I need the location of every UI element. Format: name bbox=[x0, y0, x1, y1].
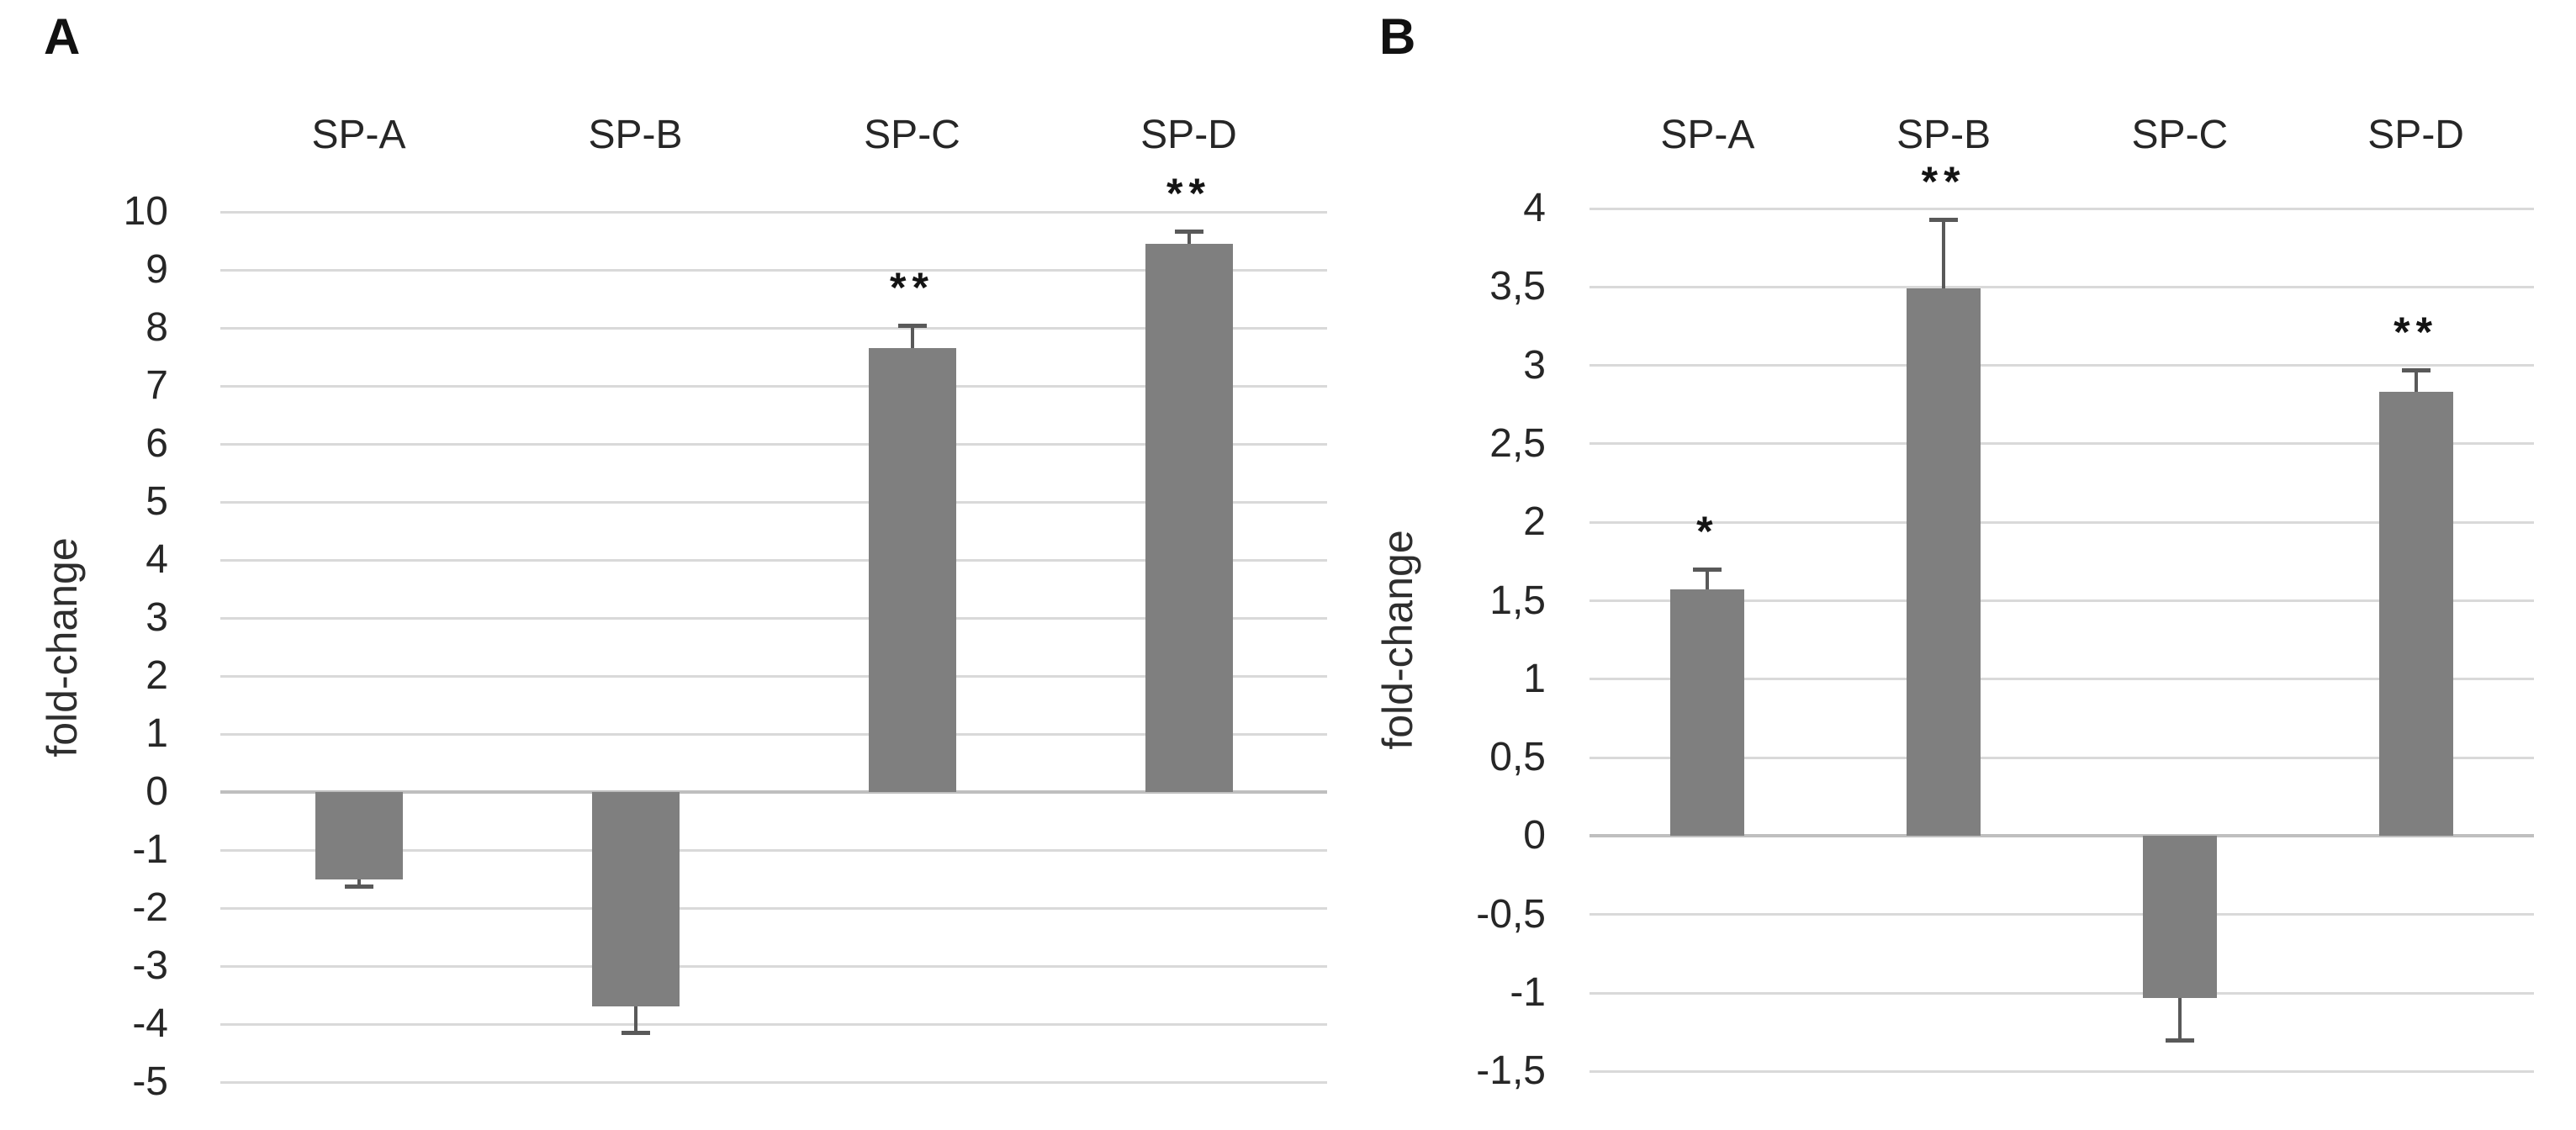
zero-axis-line bbox=[220, 790, 1327, 794]
gridline bbox=[220, 616, 1327, 620]
panel-label-b: B bbox=[1379, 8, 1416, 65]
error-bar-cap bbox=[897, 324, 927, 329]
category-label: SP-C bbox=[2131, 113, 2229, 157]
gridline bbox=[1590, 913, 2534, 916]
error-bar-stem bbox=[910, 325, 914, 349]
gridline bbox=[1590, 991, 2534, 995]
category-label: SP-B bbox=[588, 113, 683, 157]
gridline bbox=[1590, 599, 2534, 602]
y-tick-label: 2 bbox=[145, 653, 168, 698]
significance-marker: ** bbox=[1921, 158, 1966, 206]
category-label: SP-D bbox=[1140, 113, 1237, 157]
gridline bbox=[220, 1080, 1327, 1084]
y-tick-label: 6 bbox=[145, 421, 168, 466]
y-tick-label: 7 bbox=[145, 363, 168, 408]
error-bar-cap bbox=[621, 1031, 650, 1036]
y-tick-label: 5 bbox=[145, 479, 168, 524]
y-tick-label: -1 bbox=[132, 827, 168, 872]
bar bbox=[1145, 243, 1233, 792]
error-bar-stem bbox=[1942, 219, 1946, 289]
significance-marker: ** bbox=[890, 264, 934, 312]
error-bar-cap bbox=[2165, 1038, 2194, 1043]
gridline bbox=[1590, 1069, 2534, 1073]
y-tick-label: 3,5 bbox=[1489, 264, 1546, 309]
zero-axis-line bbox=[1590, 834, 2534, 838]
bar bbox=[315, 792, 403, 879]
y-tick-label: 1,5 bbox=[1489, 578, 1546, 623]
gridline bbox=[220, 674, 1327, 678]
y-tick-label: 10 bbox=[123, 189, 168, 234]
category-label: SP-A bbox=[311, 113, 406, 157]
panel-label-a: A bbox=[44, 8, 81, 65]
gridline bbox=[220, 964, 1327, 968]
category-label: SP-A bbox=[1660, 113, 1755, 157]
gridline bbox=[220, 1022, 1327, 1026]
y-tick-label: 0,5 bbox=[1489, 735, 1546, 780]
y-tick-label: -0,5 bbox=[1476, 891, 1546, 937]
gridline bbox=[1590, 285, 2534, 288]
y-tick-label: 4 bbox=[145, 537, 168, 582]
error-bar-stem bbox=[357, 879, 361, 886]
y-tick-label: 3 bbox=[145, 595, 168, 640]
y-tick-label: -2 bbox=[132, 885, 168, 930]
y-tick-label: -4 bbox=[132, 1001, 168, 1046]
gridline bbox=[220, 500, 1327, 504]
bar bbox=[2378, 392, 2453, 837]
gridline bbox=[1590, 520, 2534, 524]
y-tick-label: 9 bbox=[145, 247, 168, 292]
gridline bbox=[1590, 442, 2534, 446]
gridline bbox=[220, 384, 1327, 388]
gridline bbox=[220, 558, 1327, 562]
gridline bbox=[1590, 678, 2534, 681]
gridline bbox=[220, 732, 1327, 736]
category-label: SP-D bbox=[2367, 113, 2464, 157]
category-label: SP-C bbox=[864, 113, 960, 157]
gridline bbox=[220, 268, 1327, 272]
y-tick-label: 2,5 bbox=[1489, 420, 1546, 466]
error-bar-stem bbox=[2177, 997, 2182, 1040]
gridline bbox=[220, 442, 1327, 446]
y-tick-label: 0 bbox=[145, 769, 168, 814]
y-tick-label: 2 bbox=[1523, 499, 1546, 545]
y-tick-label: 3 bbox=[1523, 342, 1546, 388]
bar bbox=[1907, 288, 1981, 837]
y-tick-label: 1 bbox=[1523, 656, 1546, 701]
y-tick-label: 0 bbox=[1523, 813, 1546, 858]
gridline bbox=[1590, 364, 2534, 367]
gridline bbox=[220, 848, 1327, 852]
y-tick-label: -5 bbox=[132, 1059, 168, 1104]
error-bar-stem bbox=[633, 1006, 637, 1033]
gridline bbox=[220, 326, 1327, 330]
gridline bbox=[1590, 207, 2534, 210]
category-label: SP-B bbox=[1896, 113, 1992, 157]
bar bbox=[868, 348, 956, 792]
error-bar-cap bbox=[1693, 568, 1722, 573]
error-bar-stem bbox=[2414, 370, 2418, 393]
y-tick-label: -3 bbox=[132, 943, 168, 988]
significance-marker: ** bbox=[1166, 169, 1211, 217]
y-tick-label: 1 bbox=[145, 711, 168, 756]
y-tick-label: -1,5 bbox=[1476, 1048, 1546, 1094]
bar bbox=[2142, 836, 2217, 998]
significance-marker: ** bbox=[2394, 309, 2439, 356]
error-bar-cap bbox=[2401, 368, 2431, 373]
error-bar-cap bbox=[1929, 218, 1959, 223]
gridline bbox=[220, 210, 1327, 214]
y-tick-label: 4 bbox=[1523, 186, 1546, 230]
error-bar-cap bbox=[344, 884, 373, 889]
bar bbox=[1670, 589, 1745, 837]
y-tick-label: 8 bbox=[145, 305, 168, 350]
gridline bbox=[220, 906, 1327, 910]
bar bbox=[591, 792, 680, 1007]
significance-marker: * bbox=[1696, 508, 1719, 556]
error-bar-cap bbox=[1174, 229, 1203, 234]
error-bar-stem bbox=[1187, 230, 1191, 244]
y-tick-label: -1 bbox=[1510, 970, 1546, 1015]
gridline bbox=[1590, 756, 2534, 759]
error-bar-stem bbox=[1706, 569, 1710, 590]
